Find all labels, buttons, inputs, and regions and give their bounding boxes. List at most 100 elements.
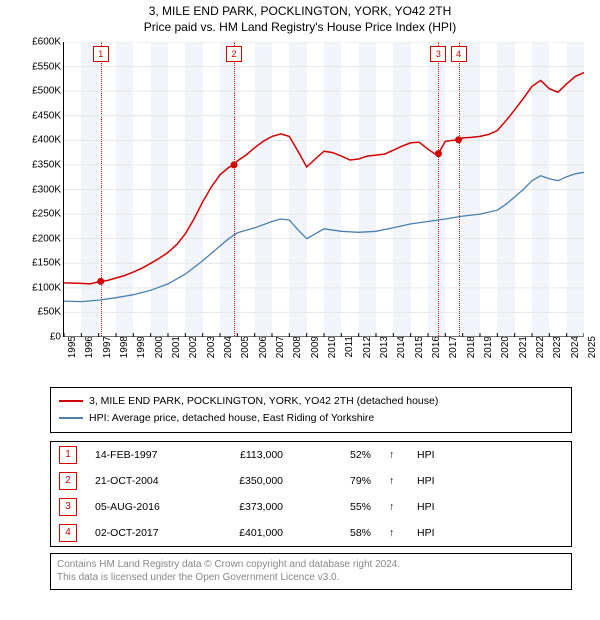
x-tick-label: 2011 [340, 336, 355, 358]
chart-titles: 3, MILE END PARK, POCKLINGTON, YORK, YO4… [0, 0, 600, 34]
y-tick-label: £250K [32, 209, 64, 220]
y-tick-label: £400K [32, 135, 64, 146]
y-tick-label: £550K [32, 61, 64, 72]
y-tick-label: £350K [32, 159, 64, 170]
event-hpi-label: HPI [417, 501, 447, 513]
arrow-up-icon: ↑ [389, 527, 399, 539]
series-hpi-line [64, 172, 584, 301]
event-pct: 58% [301, 527, 371, 539]
x-tick-label: 2000 [150, 336, 165, 358]
event-row: 2 21-OCT-2004 £350,000 79% ↑ HPI [51, 468, 571, 494]
page-root: 3, MILE END PARK, POCKLINGTON, YORK, YO4… [0, 0, 600, 620]
x-tick-label: 2012 [358, 336, 373, 358]
sale-dot [455, 136, 462, 143]
x-tick-label: 2005 [236, 336, 251, 358]
x-tick-label: 2021 [514, 336, 529, 358]
event-price: £373,000 [203, 501, 283, 513]
legend-row: HPI: Average price, detached house, East… [59, 410, 563, 427]
event-date: 05-AUG-2016 [95, 501, 185, 513]
title-subtitle: Price paid vs. HM Land Registry's House … [0, 20, 600, 34]
x-tick-label: 2017 [444, 336, 459, 358]
event-marker-on-chart: 2 [226, 46, 242, 62]
x-tick-label: 2022 [531, 336, 546, 358]
arrow-up-icon: ↑ [389, 501, 399, 513]
event-pct: 79% [301, 475, 371, 487]
event-hpi-label: HPI [417, 475, 447, 487]
event-price: £113,000 [203, 449, 283, 461]
x-tick-label: 2009 [306, 336, 321, 358]
x-tick-label: 1996 [80, 336, 95, 358]
event-hpi-label: HPI [417, 449, 447, 461]
event-date: 21-OCT-2004 [95, 475, 185, 487]
x-tick-label: 2020 [496, 336, 511, 358]
x-tick-label: 2008 [288, 336, 303, 358]
x-tick-label: 2018 [462, 336, 477, 358]
y-tick-label: £0 [50, 332, 64, 343]
x-tick-label: 2013 [375, 336, 390, 358]
sale-dot [97, 278, 104, 285]
x-tick-label: 2014 [392, 336, 407, 358]
attribution-line: Contains HM Land Registry data © Crown c… [57, 558, 565, 572]
legend-row: 3, MILE END PARK, POCKLINGTON, YORK, YO4… [59, 393, 563, 410]
x-tick-label: 2007 [271, 336, 286, 358]
event-number-box: 4 [59, 524, 77, 542]
event-number-box: 1 [59, 446, 77, 464]
legend-swatch [59, 400, 83, 402]
y-tick-label: £450K [32, 110, 64, 121]
event-row: 3 05-AUG-2016 £373,000 55% ↑ HPI [51, 494, 571, 520]
event-hpi-label: HPI [417, 527, 447, 539]
y-tick-label: £500K [32, 86, 64, 97]
event-number-box: 2 [59, 472, 77, 490]
event-marker-on-chart: 4 [451, 46, 467, 62]
x-tick-label: 2010 [323, 336, 338, 358]
x-tick-label: 2019 [479, 336, 494, 358]
event-row: 1 14-FEB-1997 £113,000 52% ↑ HPI [51, 442, 571, 468]
sale-dot [435, 150, 442, 157]
chart-svg [64, 42, 584, 337]
x-tick-label: 2004 [219, 336, 234, 358]
y-tick-label: £300K [32, 184, 64, 195]
plot-region: £0£50K£100K£150K£200K£250K£300K£350K£400… [63, 42, 583, 337]
legend-label: HPI: Average price, detached house, East… [89, 410, 374, 427]
x-tick-label: 2003 [202, 336, 217, 358]
y-tick-label: £100K [32, 282, 64, 293]
x-tick-label: 1999 [132, 336, 147, 358]
x-tick-label: 1998 [115, 336, 130, 358]
event-price: £350,000 [203, 475, 283, 487]
legend-label: 3, MILE END PARK, POCKLINGTON, YORK, YO4… [89, 393, 438, 410]
x-tick-label: 2025 [583, 336, 598, 358]
x-tick-label: 2024 [566, 336, 581, 358]
x-tick-label: 1995 [63, 336, 78, 358]
y-tick-label: £600K [32, 37, 64, 48]
x-tick-label: 2006 [254, 336, 269, 358]
event-marker-on-chart: 3 [430, 46, 446, 62]
event-pct: 52% [301, 449, 371, 461]
y-tick-label: £200K [32, 233, 64, 244]
series-price-line [64, 73, 584, 284]
arrow-up-icon: ↑ [389, 449, 399, 461]
event-pct: 55% [301, 501, 371, 513]
event-price: £401,000 [203, 527, 283, 539]
event-marker-on-chart: 1 [93, 46, 109, 62]
events-table: 1 14-FEB-1997 £113,000 52% ↑ HPI 2 21-OCT-2004 £… [50, 441, 572, 547]
chart-area: £0 £50K £100K £150K £200K £250K £300K £350K £400… [8, 42, 592, 377]
x-tick-label: 2023 [548, 336, 563, 358]
arrow-up-icon: ↑ [389, 475, 399, 487]
x-tick-label: 1997 [98, 336, 113, 358]
y-tick-label: £150K [32, 258, 64, 269]
attribution-box: Contains HM Land Registry data © Crown c… [50, 553, 572, 590]
event-date: 02-OCT-2017 [95, 527, 185, 539]
title-address: 3, MILE END PARK, POCKLINGTON, YORK, YO4… [0, 4, 600, 18]
x-tick-label: 2015 [410, 336, 425, 358]
legend-swatch [59, 417, 83, 419]
event-date: 14-FEB-1997 [95, 449, 185, 461]
y-tick-label: £50K [38, 307, 64, 318]
event-row: 4 02-OCT-2017 £401,000 58% ↑ HPI [51, 520, 571, 546]
legend-box: 3, MILE END PARK, POCKLINGTON, YORK, YO4… [50, 387, 572, 433]
sale-dot [231, 161, 238, 168]
x-tick-label: 2002 [184, 336, 199, 358]
event-number-box: 3 [59, 498, 77, 516]
x-tick-label: 2016 [427, 336, 442, 358]
x-tick-label: 2001 [167, 336, 182, 358]
attribution-line: This data is licensed under the Open Gov… [57, 571, 565, 585]
